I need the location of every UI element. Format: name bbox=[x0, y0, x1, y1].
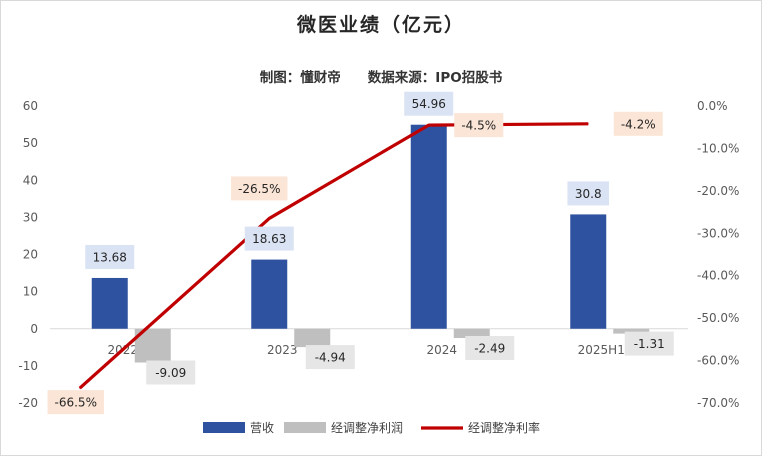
adjusted-profit-data-label: -1.31 bbox=[634, 337, 665, 351]
margin-data-label-bg bbox=[454, 113, 504, 138]
y-left-tick-label: 20 bbox=[23, 248, 38, 262]
margin-data-label: -4.5% bbox=[461, 119, 496, 133]
x-tick-label: 2023 bbox=[267, 343, 298, 357]
revenue-data-label: 13.68 bbox=[93, 250, 127, 264]
y-right-tick-label: -40.0% bbox=[697, 269, 739, 283]
margin-data-label-bg bbox=[231, 176, 288, 201]
legend-margin-label: 经调整净利率 bbox=[468, 420, 540, 435]
margin-data-label-bg bbox=[47, 390, 104, 415]
revenue-data-label-bg bbox=[244, 226, 294, 251]
y-left-tick-label: -20 bbox=[18, 396, 38, 410]
adjusted-profit-data-label-bg bbox=[465, 335, 515, 360]
margin-line bbox=[78, 122, 589, 390]
margin-data-label: -66.5% bbox=[55, 396, 97, 410]
margin-point bbox=[268, 217, 270, 219]
y-left-tick-label: 0 bbox=[30, 322, 38, 336]
y-left-tick-label: 60 bbox=[23, 99, 38, 113]
revenue-data-label-bg bbox=[567, 181, 610, 206]
y-right-tick-label: -70.0% bbox=[697, 396, 739, 410]
margin-point bbox=[428, 124, 430, 126]
margin-data-label-bg bbox=[613, 111, 663, 136]
legend-revenue-label: 营收 bbox=[250, 421, 274, 435]
margin-data-label: -4.2% bbox=[621, 117, 656, 131]
adjusted-profit-bar bbox=[294, 328, 331, 348]
revenue-data-label: 54.96 bbox=[412, 97, 446, 111]
chart-title: 微医业绩（亿元） bbox=[296, 14, 465, 36]
y-left-tick-label: 10 bbox=[23, 285, 38, 299]
y-left-tick-label: -10 bbox=[18, 359, 38, 373]
y-right-tick-label: -60.0% bbox=[697, 354, 739, 368]
chart-subtitle: 制图：懂财帝 数据来源：IPO招股书 bbox=[259, 70, 503, 86]
revenue-data-label: 30.8 bbox=[575, 187, 602, 201]
revenue-bar bbox=[251, 259, 288, 329]
adjusted-profit-data-label: -4.94 bbox=[315, 351, 346, 365]
revenue-bar bbox=[410, 124, 447, 329]
revenue-data-label-bg bbox=[85, 244, 135, 269]
adjusted-profit-data-label-bg bbox=[624, 331, 674, 356]
y-left-tick-label: 40 bbox=[23, 173, 38, 187]
adjusted-profit-bar bbox=[613, 328, 650, 334]
legend-profit-label: 经调整净利润 bbox=[331, 420, 403, 435]
y-left-tick-label: 30 bbox=[23, 210, 38, 224]
legend-revenue-swatch bbox=[203, 422, 245, 433]
margin-point bbox=[587, 123, 589, 125]
adjusted-profit-data-label: -9.09 bbox=[155, 366, 186, 380]
revenue-bar bbox=[91, 277, 128, 329]
y-right-tick-label: -50.0% bbox=[697, 311, 739, 325]
margin-point bbox=[79, 387, 81, 389]
adjusted-profit-bar bbox=[453, 328, 490, 338]
y-right-tick-label: -30.0% bbox=[697, 226, 739, 240]
adjusted-profit-data-label-bg bbox=[146, 360, 196, 385]
y-left-tick-label: 50 bbox=[23, 136, 38, 150]
margin-data-label: -26.5% bbox=[238, 182, 280, 196]
revenue-bar bbox=[570, 214, 607, 329]
y-right-tick-label: -20.0% bbox=[697, 184, 739, 198]
revenue-data-label-bg bbox=[404, 91, 454, 116]
x-tick-label: 2024 bbox=[426, 343, 457, 357]
adjusted-profit-data-label: -2.49 bbox=[474, 341, 505, 355]
legend-profit-swatch bbox=[284, 422, 326, 433]
x-tick-label: 2025H1 bbox=[578, 343, 625, 357]
adjusted-profit-data-label-bg bbox=[305, 345, 355, 370]
revenue-data-label: 18.63 bbox=[252, 232, 286, 246]
y-right-tick-label: 0.0% bbox=[697, 99, 728, 113]
y-right-tick-label: -10.0% bbox=[697, 141, 739, 155]
